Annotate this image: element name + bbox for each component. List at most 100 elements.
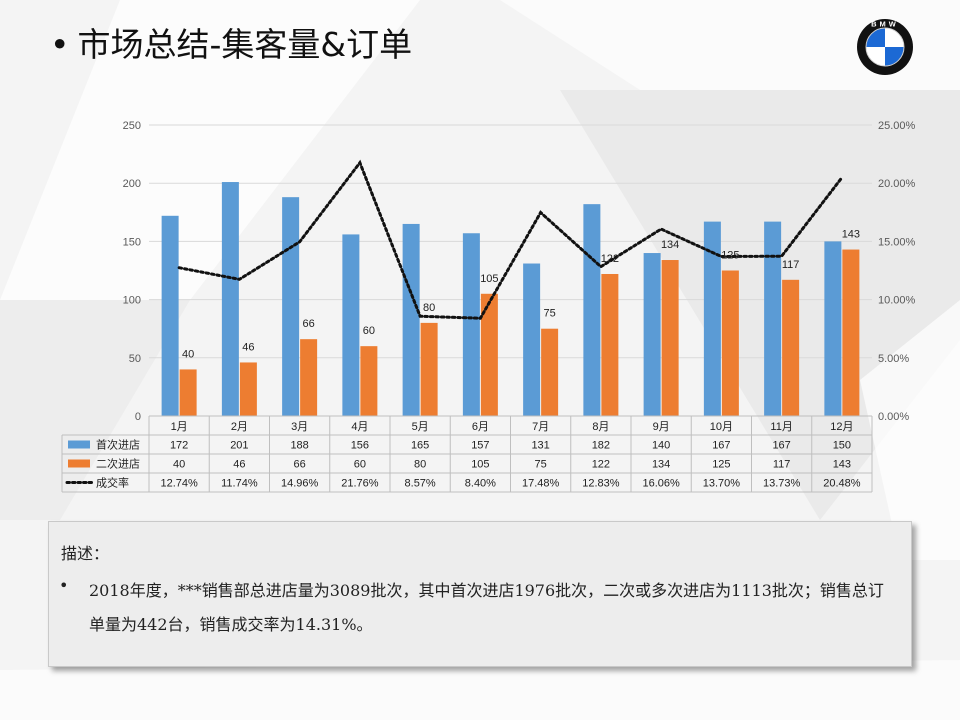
description-heading: 描述： xyxy=(61,544,110,563)
table-cell: 172 xyxy=(170,440,188,452)
x-tick-label: 3月 xyxy=(291,421,308,433)
table-cell: 11.74% xyxy=(221,478,258,490)
x-tick-label: 12月 xyxy=(830,421,853,433)
chart: 0 50 100 150 200 250 0.00% 5.00% 10.00% 15.00% 20.… xyxy=(61,120,916,493)
bar-second-visit xyxy=(601,273,619,416)
table-cell: 75 xyxy=(535,459,547,471)
data-label: 46 xyxy=(242,341,254,353)
x-tick-label: 7月 xyxy=(532,421,549,433)
bar-second-visit xyxy=(541,328,559,416)
y2-tick-label: 10.00% xyxy=(878,295,916,307)
legend-label: 首次进店 xyxy=(96,438,140,452)
table-cell: 131 xyxy=(531,440,549,452)
table-cell: 188 xyxy=(290,440,308,452)
table-cell: 122 xyxy=(592,459,610,471)
table-cell: 167 xyxy=(712,440,730,452)
table-cell: 156 xyxy=(351,440,369,452)
table-cell: 14.96% xyxy=(281,478,319,490)
bar-first-visit xyxy=(161,215,179,416)
table-cell: 157 xyxy=(471,440,489,452)
table-cell: 46 xyxy=(233,459,245,471)
bar-first-visit xyxy=(703,221,721,416)
y-tick-label: 250 xyxy=(123,120,141,132)
description-bullet: • xyxy=(59,576,69,595)
table-cell: 134 xyxy=(652,459,670,471)
slide-title: • 市场总结-集客量&订单 xyxy=(50,18,412,66)
y-tick-label: 200 xyxy=(123,178,141,190)
table-cell: 13.70% xyxy=(703,478,741,490)
x-tick-label: 9月 xyxy=(653,421,670,433)
legend-key xyxy=(68,459,90,468)
title-text: 市场总结-集客量&订单 xyxy=(77,25,413,64)
data-label: 125 xyxy=(721,250,739,262)
legend-label: 成交率 xyxy=(96,476,129,490)
bar-second-visit xyxy=(360,346,378,416)
legend-label: 二次进店 xyxy=(96,457,140,471)
series-line-conversion-rate xyxy=(177,159,844,320)
title-bullet: • xyxy=(50,25,70,64)
table-cell: 13.73% xyxy=(763,478,801,490)
table-cell: 12.74% xyxy=(160,478,198,490)
x-tick-label: 11月 xyxy=(770,421,792,433)
y-tick-label: 0 xyxy=(135,411,141,423)
data-label: 122 xyxy=(601,253,619,265)
table-cell: 20.48% xyxy=(823,478,861,490)
bar-first-visit xyxy=(402,223,420,416)
bar-first-visit xyxy=(221,182,239,416)
bar-second-visit xyxy=(721,270,739,416)
data-label: 117 xyxy=(782,259,800,271)
table-cell: 12.83% xyxy=(582,478,620,490)
data-label: 60 xyxy=(363,325,375,337)
bar-second-visit xyxy=(239,362,257,416)
bar-second-visit xyxy=(661,260,679,416)
bar-second-visit xyxy=(420,322,438,416)
legend-key xyxy=(68,440,90,449)
bar-first-visit xyxy=(342,234,360,416)
x-tick-label: 6月 xyxy=(472,421,489,433)
table-cell: 80 xyxy=(414,459,426,471)
y-tick-label: 100 xyxy=(123,295,141,307)
table-cell: 40 xyxy=(173,459,185,471)
x-tick-label: 4月 xyxy=(351,421,368,433)
bar-second-visit xyxy=(842,249,860,416)
y2-tick-label: 20.00% xyxy=(878,178,916,190)
data-label: 143 xyxy=(842,229,860,241)
logo-letters: BMW xyxy=(871,20,899,29)
table-cell: 150 xyxy=(833,440,851,452)
description-box: 描述： • 2018年度，***销售部总进店量为3089批次，其中首次进店197… xyxy=(48,521,912,667)
table-cell: 167 xyxy=(772,440,790,452)
description-text: 2018年度，***销售部总进店量为3089批次，其中首次进店1976批次，二次… xyxy=(89,581,884,634)
table-cell: 60 xyxy=(354,459,366,471)
y2-tick-label: 15.00% xyxy=(878,236,916,248)
x-tick-label: 1月 xyxy=(171,421,188,433)
bar-second-visit xyxy=(480,293,498,416)
table-cell: 17.48% xyxy=(522,478,560,490)
data-label: 75 xyxy=(544,308,556,320)
bmw-logo: BMW xyxy=(857,19,913,75)
x-tick-label: 8月 xyxy=(592,421,609,433)
y2-tick-label: 25.00% xyxy=(878,120,916,132)
x-tick-label: 2月 xyxy=(231,421,248,433)
data-label: 105 xyxy=(480,273,498,285)
bar-first-visit xyxy=(824,241,842,416)
table-cell: 125 xyxy=(712,459,730,471)
bar-first-visit xyxy=(583,204,601,416)
table-cell: 16.06% xyxy=(642,478,680,490)
table-cell: 201 xyxy=(230,440,248,452)
bar-first-visit xyxy=(523,263,541,416)
data-label: 66 xyxy=(303,318,315,330)
bar-first-visit xyxy=(764,221,782,416)
bar-second-visit xyxy=(300,339,318,416)
x-tick-label: 5月 xyxy=(412,421,429,433)
table-cell: 165 xyxy=(411,440,429,452)
y-tick-label: 150 xyxy=(123,236,141,248)
table-cell: 117 xyxy=(773,459,791,471)
bar-first-visit xyxy=(282,197,300,416)
data-label: 40 xyxy=(182,348,194,360)
y-tick-label: 50 xyxy=(129,353,141,365)
y2-tick-label: 5.00% xyxy=(878,353,909,365)
data-label: 80 xyxy=(423,302,435,314)
table-cell: 8.40% xyxy=(465,478,496,490)
bar-first-visit xyxy=(462,233,480,416)
